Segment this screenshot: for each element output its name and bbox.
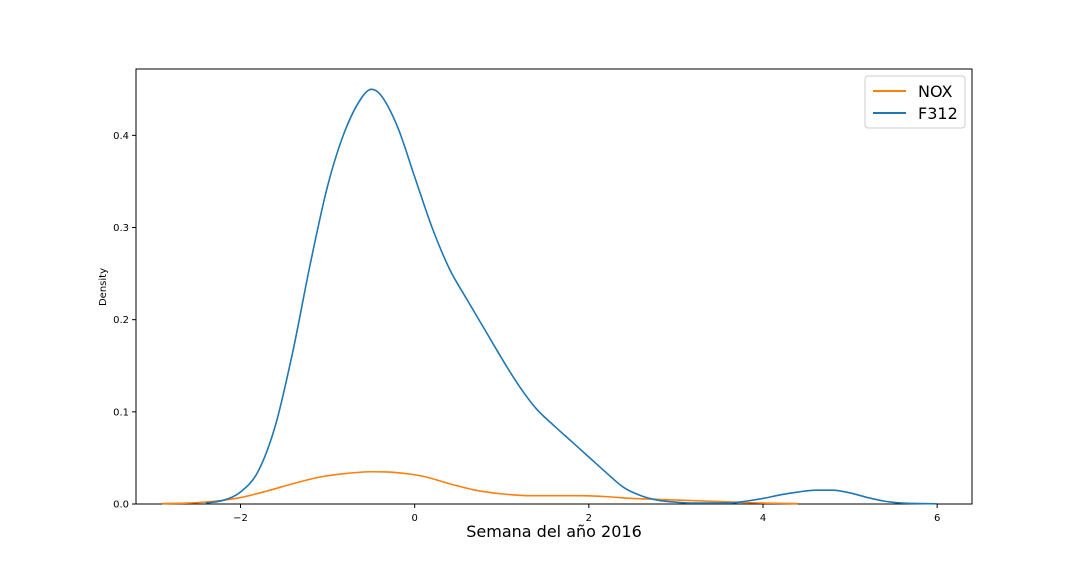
y-axis: 0.0 0.1 0.2 0.3 0.4 — [113, 131, 136, 511]
series-layer — [162, 88, 938, 505]
series-line-f312 — [205, 88, 938, 505]
y-tick-label: 0.0 — [113, 500, 129, 511]
x-axis-label: Semana del año 2016 — [466, 522, 642, 541]
x-axis: −2 0 2 4 6 — [233, 504, 940, 524]
x-tick-label: 0 — [411, 513, 417, 524]
plot-frame — [135, 68, 973, 505]
x-tick-label: 2 — [586, 513, 592, 524]
y-axis-label: Density — [98, 268, 109, 306]
y-tick-label: 0.3 — [113, 223, 129, 234]
y-tick-label: 0.4 — [113, 131, 129, 142]
y-tick-label: 0.1 — [113, 407, 129, 418]
x-tick-label: 6 — [934, 513, 940, 524]
x-tick-label: −2 — [233, 513, 248, 524]
legend-box — [864, 75, 966, 129]
legend-label-nox: NOX — [918, 82, 953, 101]
y-tick-label: 0.2 — [113, 315, 129, 326]
legend: NOX F312 — [864, 75, 966, 129]
legend-label-f312: F312 — [918, 104, 958, 123]
x-tick-label: 4 — [760, 513, 766, 524]
series-line-nox — [162, 470, 798, 505]
